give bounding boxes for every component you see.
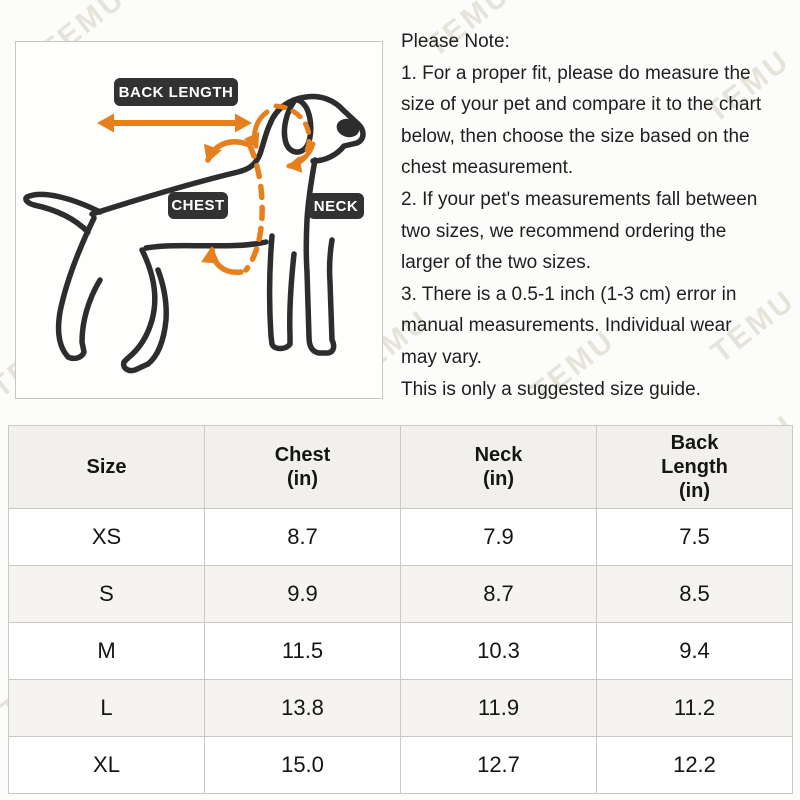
cell-chest: 13.8 (204, 679, 401, 737)
table-row: S 9.9 8.7 8.5 (8, 565, 793, 623)
neck-arrowhead-right-icon (286, 156, 303, 173)
note-line: This is only a suggested size guide. (401, 378, 701, 400)
cell-size: L (8, 679, 205, 737)
table-row: XL 15.0 12.7 12.2 (8, 736, 793, 794)
cell-size: XS (8, 508, 205, 566)
cell-back-length: 7.5 (596, 508, 793, 566)
cell-chest: 8.7 (204, 508, 401, 566)
table-row: M 11.5 10.3 9.4 (8, 622, 793, 680)
chest-badge: CHEST (168, 192, 228, 219)
note-line: two sizes, we recommend ordering the (401, 220, 727, 242)
neck-badge: NECK (308, 193, 364, 219)
cell-size: M (8, 622, 205, 680)
table-row: XS 8.7 7.9 7.5 (8, 508, 793, 566)
measurement-arrows (97, 103, 316, 275)
note-line: larger of the two sizes. (401, 252, 592, 274)
size-chart-table: Size Chest (in) Neck (in) Back Length (i… (8, 425, 793, 794)
dog-nose (336, 118, 360, 138)
size-chart-header: Size Chest (in) Neck (in) Back Length (i… (8, 425, 793, 509)
cell-neck: 8.7 (400, 565, 597, 623)
note-line: Please Note: (401, 31, 510, 52)
arrowhead-right-icon (235, 113, 252, 133)
dog-measurement-diagram: BACK LENGTH CHEST NECK (15, 41, 383, 399)
arrowhead-left-icon (97, 113, 114, 133)
col-header-neck: Neck (in) (400, 425, 597, 509)
note-line: 1. For a proper fit, please do measure t… (401, 62, 751, 84)
note-line: 3. There is a 0.5-1 inch (1-3 cm) error … (401, 283, 737, 305)
neck-arrowhead-left-icon (243, 131, 260, 149)
cell-back-length: 12.2 (596, 736, 793, 794)
cell-back-length: 9.4 (596, 622, 793, 680)
cell-back-length: 11.2 (596, 679, 793, 737)
cell-size: S (8, 565, 205, 623)
table-row: L 13.8 11.9 11.2 (8, 679, 793, 737)
cell-chest: 9.9 (204, 565, 401, 623)
cell-neck: 7.9 (400, 508, 597, 566)
chest-arrowhead-top-icon (203, 143, 222, 163)
chest-girth-dashed (243, 143, 265, 273)
note-line: may vary. (401, 346, 482, 368)
cell-neck: 12.7 (400, 736, 597, 794)
note-line: manual measurements. Individual wear (401, 315, 732, 337)
cell-chest: 11.5 (204, 622, 401, 680)
cell-back-length: 8.5 (596, 565, 793, 623)
dog-outline (23, 93, 366, 374)
cell-neck: 11.9 (400, 679, 597, 737)
note-line: below, then choose the size based on the (401, 125, 750, 147)
please-note-text: Please Note: 1. For a proper fit, please … (401, 26, 799, 405)
chest-arrowhead-bottom-icon (201, 246, 220, 264)
back-length-badge: BACK LENGTH (114, 78, 238, 106)
note-line: 2. If your pet's measurements fall betwe… (401, 188, 758, 210)
note-line: chest measurement. (401, 157, 574, 179)
cell-size: XL (8, 736, 205, 794)
col-header-size: Size (8, 425, 205, 509)
size-chart-body: XS 8.7 7.9 7.5 S 9.9 8.7 8.5 M 11.5 10.3… (8, 508, 793, 794)
col-header-back-length: Back Length (in) (596, 425, 793, 509)
cell-neck: 10.3 (400, 622, 597, 680)
col-header-chest: Chest (in) (204, 425, 401, 509)
note-line: size of your pet and compare it to the c… (401, 94, 762, 116)
cell-chest: 15.0 (204, 736, 401, 794)
dog-line-art (23, 93, 366, 374)
